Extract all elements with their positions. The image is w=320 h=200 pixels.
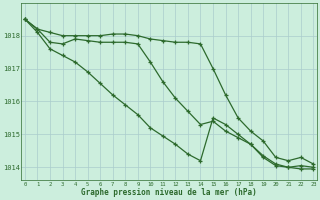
X-axis label: Graphe pression niveau de la mer (hPa): Graphe pression niveau de la mer (hPa) — [81, 188, 257, 197]
